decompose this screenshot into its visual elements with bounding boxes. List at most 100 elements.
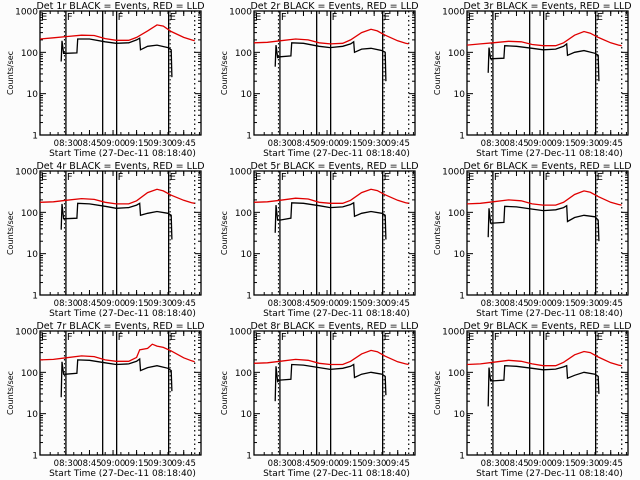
x-tick-label: 08:45 [77,299,102,309]
y-axis-label: Counts/sec [433,51,442,95]
x-axis-label: Start Time (27-Dec-11 08:18:40) [263,309,410,319]
y-axis-label: Counts/sec [220,211,229,255]
x-tick-label: 09:30 [148,459,173,469]
y-tick-label: 1000 [229,168,252,178]
attenuator-state-label: F [545,172,551,183]
attenuator-state-label: F [118,12,124,23]
x-tick-label: 08:30 [481,139,506,149]
x-tick-label: 09:00 [101,299,126,309]
lld-series-line [253,349,409,366]
x-tick-label: 08:45 [504,299,529,309]
panel-title: Det 4r BLACK = Events, RED = LLD [36,161,204,172]
panel-title: Det 1r BLACK = Events, RED = LLD [36,1,204,12]
attenuator-state-label: F [118,172,124,183]
attenuator-state-label: E [255,12,261,23]
x-axis-label: Start Time (27-Dec-11 08:18:40) [263,469,410,479]
y-tick-label: 1 [246,292,252,302]
lld-series-line [253,28,409,45]
x-tick-label: 09:15 [124,139,149,149]
x-tick-label: 09:00 [315,299,340,309]
attenuator-state-label: E [384,172,390,183]
x-tick-label: 09:00 [528,299,553,309]
y-tick-label: 1000 [15,328,38,338]
x-tick-label: 09:15 [551,299,576,309]
y-tick-label: 100 [448,209,465,219]
panel-7: Det 7r BLACK = Events, RED = LLD 1 10 100 10… [6,321,205,479]
x-tick-label: 09:15 [551,139,576,149]
attenuator-state-label: E [255,332,261,343]
attenuator-state-label: F [545,332,551,343]
events-series-line [487,204,600,242]
attenuator-state-label: E [384,12,390,23]
attenuator-state-label: E [468,332,474,343]
y-tick-label: 1 [459,292,465,302]
x-tick-label: 09:15 [338,139,363,149]
x-tick-label: 08:30 [268,459,293,469]
lld-series-line [39,24,195,42]
x-axis-label: Start Time (27-Dec-11 08:18:40) [476,309,623,319]
attenuator-state-label: F [545,12,551,23]
y-tick-label: 1 [32,132,38,142]
events-series-line [274,40,387,82]
attenuator-state-label: F [494,12,500,23]
lld-series-line [466,350,622,367]
x-tick-label: 09:15 [124,459,149,469]
x-tick-label: 08:45 [291,459,316,469]
x-axis-label: Start Time (27-Dec-11 08:18:40) [49,309,196,319]
panel-3: Det 3r BLACK = Events, RED = LLD 1 10 100 10… [433,1,632,159]
attenuator-state-label: E [41,332,47,343]
y-tick-label: 10 [27,90,39,100]
y-tick-label: 1000 [442,168,465,178]
x-tick-label: 09:00 [528,139,553,149]
y-tick-label: 100 [21,369,38,379]
x-tick-label: 09:15 [551,459,576,469]
y-tick-label: 1000 [15,8,38,18]
x-tick-label: 08:30 [54,139,79,149]
y-tick-label: 1 [32,452,38,462]
y-tick-label: 10 [27,250,39,260]
x-tick-label: 09:30 [575,299,600,309]
y-tick-label: 10 [454,250,466,260]
x-tick-label: 09:45 [385,139,410,149]
y-tick-label: 1000 [229,328,252,338]
y-tick-label: 10 [454,90,466,100]
y-tick-label: 100 [235,369,252,379]
y-tick-label: 100 [21,49,38,59]
y-axis-label: Counts/sec [220,371,229,415]
y-tick-label: 1000 [229,8,252,18]
x-tick-label: 09:15 [338,459,363,469]
attenuator-state-label: E [255,172,261,183]
attenuator-state-label: F [281,332,287,343]
x-tick-label: 09:00 [101,459,126,469]
y-tick-label: 10 [241,90,253,100]
x-axis-label: Start Time (27-Dec-11 08:18:40) [49,149,196,159]
attenuator-state-label: F [332,172,338,183]
events-series-line [274,363,387,402]
attenuator-state-label: E [468,12,474,23]
x-tick-label: 09:45 [385,459,410,469]
panel-1: Det 1r BLACK = Events, RED = LLD 1 10 100 10… [6,1,205,159]
lld-series-line [466,190,622,206]
lld-series-line [39,343,195,363]
x-tick-label: 08:30 [268,299,293,309]
attenuator-state-label: E [384,332,390,343]
attenuator-state-label: F [118,332,124,343]
events-series-line [487,364,600,407]
attenuator-state-label: E [170,172,176,183]
x-tick-label: 08:30 [54,459,79,469]
attenuator-state-label: F [281,172,287,183]
attenuator-state-label: E [597,332,603,343]
attenuator-state-label: F [332,12,338,23]
y-tick-label: 1 [32,292,38,302]
y-axis-label: Counts/sec [433,371,442,415]
x-tick-label: 09:15 [338,299,363,309]
y-axis-label: Counts/sec [433,211,442,255]
y-tick-label: 1 [246,452,252,462]
y-tick-label: 10 [241,250,253,260]
y-tick-label: 10 [454,410,466,420]
x-axis-label: Start Time (27-Dec-11 08:18:40) [49,469,196,479]
x-tick-label: 08:30 [54,299,79,309]
attenuator-state-label: F [281,12,287,23]
y-tick-label: 1 [246,132,252,142]
